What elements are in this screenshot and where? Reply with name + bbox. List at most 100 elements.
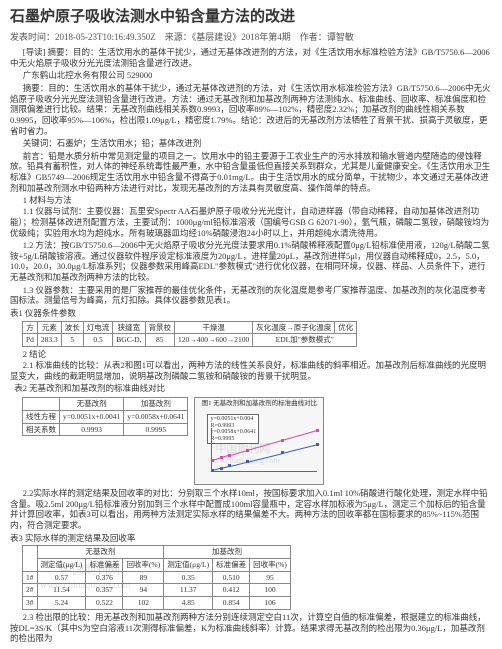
table-row: 1# 0.57 0.376 89 0.35 0.510 95 [23, 571, 291, 584]
cell: 干燥温 [175, 321, 253, 334]
cell: 0.35 [164, 571, 213, 584]
cell: 1# [23, 571, 38, 584]
chart-figure: 图1 无基改剂和加基改剂的标准曲线对比 y=0.0051x+0.004 R=0.… [194, 397, 324, 485]
cell: 标准偏差 [86, 558, 123, 571]
table-row: 无基改剂 加基改剂 [23, 546, 291, 559]
cell: 灰化温度→原子化温度 [253, 321, 335, 334]
para-2-1: 2.1 标准曲线的比较：从表2和图1可以看出，两种方法的线性关系良好，标准曲线的… [10, 360, 492, 381]
cell: 5.24 [37, 597, 86, 610]
table-row: 2# 11.54 0.357 94 11.37 0.412 100 [23, 584, 291, 597]
table-2: 无基改剂 加基改剂 线性方程 y=0.0051x+0.0041 y=0.0058… [22, 397, 188, 436]
para-2-3: 2.3 检出限的比较：用无基改剂和加基改剂两种方法分别连续测定空白11次，计算空… [10, 612, 492, 644]
cell: 11.54 [37, 584, 86, 597]
cell [23, 398, 60, 411]
source-label: 来源： [165, 32, 192, 42]
cell: y=0.0051x+0.0041 [60, 410, 124, 423]
cell: 相关系数 [23, 423, 60, 436]
org-line: 广东鹤山北控水务有限公司 529000 [10, 70, 492, 81]
table-row: 方 元素 波长 灯电流 狭缝宽 背景校 干燥温 灰化温度→原子化温度 优化 [23, 321, 357, 334]
cell: 加基改剂 [124, 398, 188, 411]
section-2: 2 结论 [10, 349, 492, 360]
cell: 100 [250, 584, 291, 597]
source-value: 《基层建设》2018年第4期 [192, 32, 291, 42]
cell: EDL加"参数模式" [253, 334, 357, 347]
cell: 0.57 [37, 571, 86, 584]
chart-line [247, 440, 282, 451]
cell: 11.37 [164, 584, 213, 597]
sec-title: 结论 [29, 349, 46, 359]
cell: 0.412 [213, 584, 250, 597]
sec-title: 材料与方法 [29, 195, 72, 205]
chart-block: 无基改剂 加基改剂 线性方程 y=0.0051x+0.0041 y=0.0058… [22, 397, 492, 485]
table-1: 方 元素 波长 灯电流 狭缝宽 背景校 干燥温 灰化温度→原子化温度 优化 Pd… [22, 321, 357, 348]
page-title: 石墨炉原子吸收法测水中铅含量方法的改进 [10, 8, 492, 28]
table-row: 3# 5.24 0.522 102 4.85 0.854 106 [23, 597, 291, 610]
cell: BGC-D, [113, 334, 145, 347]
para-2-2: 2.2实际水样的测定结果及回收率的对比：分别取三个水样10ml，按国标要求加入0… [10, 488, 492, 531]
table3-caption: 表3 实际水样的测定结果及回收率 [10, 533, 492, 544]
table-row: 无基改剂 加基改剂 [23, 398, 188, 411]
cell: 回收率(%) [250, 558, 291, 571]
para-1-2: 1.2 方法：按GB/T5750.6—2006中无火焰原子吸收分光光度法要求用0… [10, 240, 492, 283]
foreword-para: 前言：铅是水质分析中常见测定量的项目之一。饮用水中的铅主要源于工农业生产的污水排… [10, 151, 492, 194]
abstract-para: 摘要：目的：生活饮用水的基体干扰少，通过无基体改进剂的方法，对《生活饮用水标准检… [10, 83, 492, 136]
chart-line [282, 444, 317, 454]
sec-num: 2 [23, 349, 27, 359]
cell: 120→400→600→2100 [175, 334, 253, 347]
cell: 线性方程 [23, 410, 60, 423]
cell: 0.357 [86, 584, 123, 597]
cell: 方 [23, 321, 38, 334]
intro-para: [导读] 摘要：目的：生活饮用水的基体干扰少，通过无基体改进剂的方法，对《生活饮… [10, 47, 492, 68]
cell: 5 [61, 334, 83, 347]
chart-line [230, 462, 248, 467]
cell: 加基改剂 [164, 546, 291, 559]
meta-line: 发表时间：2018-05-23T10:16:49.350Z 来源：《基层建设》2… [10, 32, 492, 44]
cell: 无基改剂 [37, 546, 164, 559]
cell: 0.9995 [124, 423, 188, 436]
cell [23, 546, 38, 572]
cell: 94 [123, 584, 164, 597]
chart-line [282, 430, 317, 441]
author-value: 谭智敏 [327, 32, 354, 42]
table2-caption: 表2 无基改剂和加基改剂的标准曲线对比 [10, 383, 492, 394]
cell: 优化 [335, 321, 357, 334]
cell: 背景校 [145, 321, 175, 334]
cell: 狭缝宽 [113, 321, 145, 334]
table-row: 线性方程 y=0.0051x+0.0041 y=0.0058x+0.0641 [23, 410, 188, 423]
chart-title: 图1 无基改剂和加基改剂的标准曲线对比 [195, 400, 323, 408]
cell: Pd [23, 334, 38, 347]
cell: 无基改剂 [60, 398, 124, 411]
plot-area [211, 428, 317, 472]
sec-num: 1 [23, 195, 27, 205]
cell: 元素 [37, 321, 61, 334]
cell: 0.854 [213, 597, 250, 610]
table1-caption: 表1 仪器条件参数 [10, 308, 492, 319]
cell: 95 [250, 571, 291, 584]
eq-line: y=0.0051x+0.004 [210, 416, 256, 423]
table-row: 相关系数 0.9993 0.9995 [23, 423, 188, 436]
cell: 0.510 [213, 571, 250, 584]
table-3: 无基改剂 加基改剂 测定值(μg/L) 标准偏差 回收率(%) 测定值(μg/L… [22, 545, 291, 610]
para-1-3: 1.3 仪器参数：主要采用的是厂家推荐的最佳优化条件，无基改剂的灰化温度是参考厂… [10, 285, 492, 306]
cell: 0.5 [83, 334, 113, 347]
cell: 波长 [61, 321, 83, 334]
cell: 标准偏差 [213, 558, 250, 571]
cell: 0.9993 [60, 423, 124, 436]
cell: 85 [145, 334, 175, 347]
para-1-1: 1.1 仪器与试剂：主要仪器：瓦里安Spectr AA石墨炉原子吸收分光光度计，… [10, 206, 492, 238]
cell: 102 [123, 597, 164, 610]
author-label: 作者： [300, 32, 327, 42]
cell: 3# [23, 597, 38, 610]
chart-line [247, 453, 282, 463]
cell: 106 [250, 597, 291, 610]
cell: 89 [123, 571, 164, 584]
table-row: 测定值(μg/L) 标准偏差 回收率(%) 测定值(μg/L) 标准偏差 回收率… [23, 558, 291, 571]
keywords-line: 关键词：石墨炉；生活饮用水；铅；基体改进剂 [10, 138, 492, 149]
cell: 4.85 [164, 597, 213, 610]
cell: 283.3 [37, 334, 61, 347]
table-row: Pd 283.3 5 0.5 BGC-D, 85 120→400→600→210… [23, 334, 357, 347]
cell: 灯电流 [83, 321, 113, 334]
cell: 测定值(μg/L) [37, 558, 86, 571]
cell: 0.376 [86, 571, 123, 584]
section-1: 1 材料与方法 [10, 195, 492, 206]
